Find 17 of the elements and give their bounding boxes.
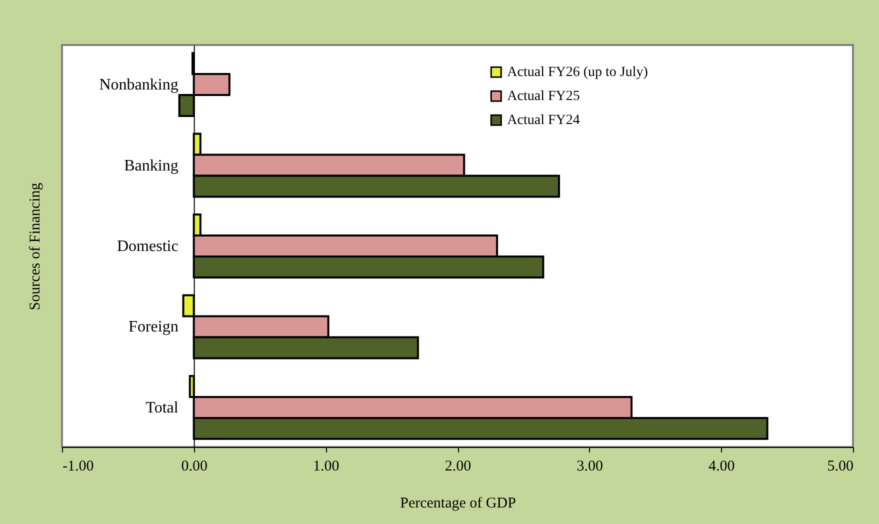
legend-label: Actual FY24: [507, 113, 580, 128]
y-tick-label: Banking: [124, 157, 178, 174]
y-tick-label: Foreign: [128, 318, 178, 336]
x-tick-label: 1.00: [313, 458, 340, 474]
y-tick-label: Domestic: [117, 238, 178, 255]
x-tick-label: 2.00: [444, 458, 472, 474]
y-tick-label: Total: [146, 399, 179, 416]
x-tick-label: 4.00: [708, 458, 735, 474]
legend-label: Actual FY25: [507, 89, 580, 104]
y-tick-label: Nonbanking: [99, 76, 178, 94]
x-tick-label: 5.00: [827, 458, 854, 474]
x-tick-label: -1.00: [62, 458, 94, 474]
legend-label: Actual FY26 (up to July): [507, 65, 648, 80]
x-tick-label: 3.00: [576, 458, 603, 474]
y-axis-title: Sources of Financing: [28, 182, 44, 310]
x-axis-title: Percentage of GDP: [400, 496, 516, 512]
x-tick-label: 0.00: [181, 458, 208, 474]
